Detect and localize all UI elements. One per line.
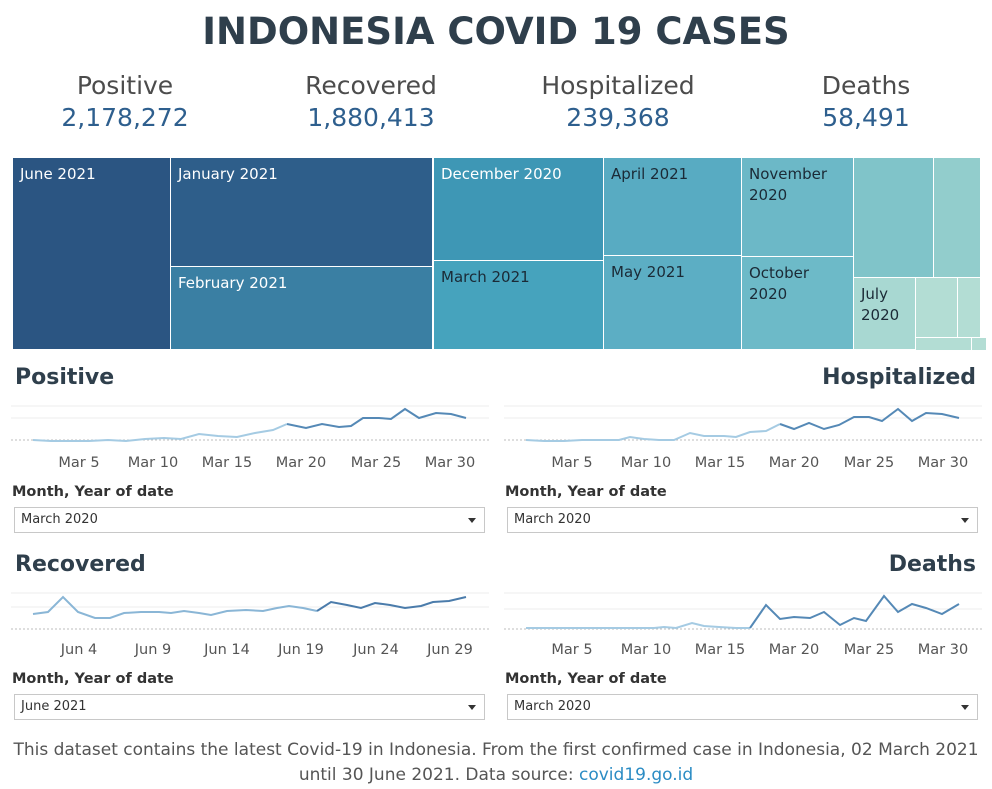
treemap-label: June 2021 xyxy=(20,165,96,183)
x-tick-label: Mar 5 xyxy=(551,642,592,658)
chevron-down-icon[interactable] xyxy=(961,705,969,710)
chevron-down-icon[interactable] xyxy=(961,518,969,523)
treemap-cell-nov-2020[interactable]: November 2020 xyxy=(741,157,854,257)
x-tick-label: Jun 14 xyxy=(203,642,250,658)
kpi-deaths-value: 58,491 xyxy=(822,103,910,132)
kpi-hospitalized: Hospitalized 239,368 xyxy=(498,70,738,134)
treemap-cell-small-4[interactable] xyxy=(971,337,987,351)
treemap-label: April 2021 xyxy=(611,165,689,183)
x-tick-label: Mar 30 xyxy=(918,455,968,471)
treemap-cell-small-1[interactable] xyxy=(915,277,958,338)
chevron-down-icon[interactable] xyxy=(468,518,476,523)
kpi-recovered-value: 1,880,413 xyxy=(307,103,435,132)
deaths-chart-title: Deaths xyxy=(888,552,976,577)
treemap-cell-apr-2021[interactable]: April 2021 xyxy=(603,157,742,256)
hospitalized-month-select[interactable]: March 2020 xyxy=(507,507,978,533)
data-source-link[interactable]: covid19.go.id xyxy=(579,765,694,785)
positive-chart-title: Positive xyxy=(15,365,115,390)
kpi-hospitalized-label: Hospitalized xyxy=(541,71,695,100)
x-tick-label: Jun 9 xyxy=(134,642,172,658)
select-value: March 2020 xyxy=(514,699,591,714)
treemap-cell-jul-2020[interactable]: July 2020 xyxy=(853,277,916,350)
select-value: March 2020 xyxy=(21,512,98,527)
treemap-cell-aug-2020[interactable] xyxy=(933,157,981,278)
recovered-trend-line-recent xyxy=(316,596,467,612)
x-tick-label: Mar 10 xyxy=(621,455,671,471)
treemap-label: March 2021 xyxy=(441,268,530,286)
treemap-label: November 2020 xyxy=(749,165,828,204)
recovered-month-select[interactable]: June 2021 xyxy=(14,694,485,720)
treemap-cell-feb-2021[interactable]: February 2021 xyxy=(170,266,433,350)
x-tick-label: Jun 4 xyxy=(60,642,98,658)
positive-line-chart: Mar 5 Mar 10 Mar 15 Mar 20 Mar 25 Mar 30 xyxy=(11,400,489,475)
treemap-cell-oct-2020[interactable]: October 2020 xyxy=(741,256,854,350)
x-tick-label: Mar 10 xyxy=(128,455,178,471)
kpi-positive-value: 2,178,272 xyxy=(61,103,189,132)
treemap-label: October 2020 xyxy=(749,264,810,303)
deaths-trend-line-recent xyxy=(749,594,960,629)
footer-text: This dataset contains the latest Covid-1… xyxy=(13,740,979,785)
treemap-label: January 2021 xyxy=(178,165,278,183)
x-tick-label: Mar 30 xyxy=(425,455,475,471)
x-tick-label: Jun 19 xyxy=(277,642,324,658)
kpi-recovered-label: Recovered xyxy=(305,71,437,100)
treemap-label: July 2020 xyxy=(861,285,900,324)
treemap-cell-jan-2021[interactable]: January 2021 xyxy=(170,157,433,267)
x-tick-label: Mar 5 xyxy=(58,455,99,471)
monthly-cases-treemap: June 2021 January 2021 February 2021 Dec… xyxy=(12,157,987,351)
x-tick-label: Mar 20 xyxy=(769,642,819,658)
treemap-cell-mar-2021[interactable]: March 2021 xyxy=(433,260,604,350)
deaths-line-chart: Mar 5 Mar 10 Mar 15 Mar 20 Mar 25 Mar 30 xyxy=(504,587,982,662)
x-tick-label: Mar 30 xyxy=(918,642,968,658)
treemap-label: February 2021 xyxy=(178,274,288,292)
kpi-positive: Positive 2,178,272 xyxy=(5,70,245,134)
treemap-cell-sep-2020[interactable] xyxy=(853,157,934,278)
x-tick-label: Mar 15 xyxy=(695,642,745,658)
kpi-recovered: Recovered 1,880,413 xyxy=(251,70,491,134)
x-tick-label: Mar 5 xyxy=(551,455,592,471)
x-tick-label: Mar 25 xyxy=(351,455,401,471)
recovered-filter-label: Month, Year of date xyxy=(12,671,174,687)
treemap-cell-jun-2021[interactable]: June 2021 xyxy=(12,157,171,350)
x-tick-label: Mar 25 xyxy=(844,455,894,471)
hospitalized-trend-line xyxy=(525,423,781,442)
hospitalized-line-chart: Mar 5 Mar 10 Mar 15 Mar 20 Mar 25 Mar 30 xyxy=(504,400,982,475)
footer-note: This dataset contains the latest Covid-1… xyxy=(0,738,992,788)
hospitalized-chart-title: Hospitalized xyxy=(822,365,976,390)
deaths-filter-label: Month, Year of date xyxy=(505,671,667,687)
deaths-trend-line xyxy=(526,621,750,630)
treemap-label: May 2021 xyxy=(611,263,685,281)
positive-trend-line-recent xyxy=(286,407,467,430)
x-tick-label: Mar 20 xyxy=(769,455,819,471)
select-value: March 2020 xyxy=(514,512,591,527)
x-tick-label: Mar 15 xyxy=(202,455,252,471)
hospitalized-trend-line-recent xyxy=(779,407,960,431)
deaths-month-select[interactable]: March 2020 xyxy=(507,694,978,720)
recovered-trend-line xyxy=(32,595,318,619)
x-tick-label: Mar 20 xyxy=(276,455,326,471)
x-tick-label: Mar 15 xyxy=(695,455,745,471)
treemap-cell-dec-2020[interactable]: December 2020 xyxy=(433,157,604,261)
page-title: INDONESIA COVID 19 CASES xyxy=(202,10,790,53)
recovered-line-chart: Jun 4 Jun 9 Jun 14 Jun 19 Jun 24 Jun 29 xyxy=(11,587,489,662)
positive-filter-label: Month, Year of date xyxy=(12,484,174,500)
treemap-cell-small-2[interactable] xyxy=(957,277,981,338)
treemap-label: December 2020 xyxy=(441,165,562,183)
kpi-positive-label: Positive xyxy=(76,71,174,100)
treemap-cell-small-3[interactable] xyxy=(915,337,972,351)
x-tick-label: Mar 10 xyxy=(621,642,671,658)
recovered-chart-title: Recovered xyxy=(15,552,146,577)
select-value: June 2021 xyxy=(21,699,87,714)
kpi-hospitalized-value: 239,368 xyxy=(566,103,670,132)
positive-trend-line xyxy=(32,423,288,443)
positive-month-select[interactable]: March 2020 xyxy=(14,507,485,533)
chevron-down-icon[interactable] xyxy=(468,705,476,710)
kpi-deaths: Deaths 58,491 xyxy=(746,70,986,134)
x-tick-label: Jun 24 xyxy=(352,642,399,658)
x-tick-label: Mar 25 xyxy=(844,642,894,658)
treemap-cell-may-2021[interactable]: May 2021 xyxy=(603,255,742,350)
x-tick-label: Jun 29 xyxy=(426,642,473,658)
kpi-deaths-label: Deaths xyxy=(821,71,911,100)
hospitalized-filter-label: Month, Year of date xyxy=(505,484,667,500)
